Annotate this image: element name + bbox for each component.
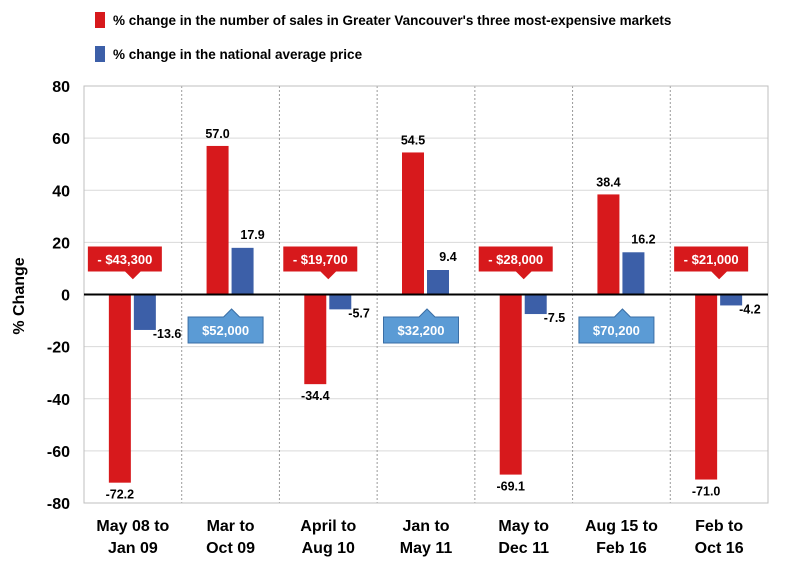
x-tick-label: Aug 15 to [585,518,658,535]
price-callout: - $21,000 [673,245,750,281]
bars [108,145,743,483]
bar-series-1 [304,294,327,385]
callout-label: - $28,000 [488,252,543,267]
y-tick-label: -60 [47,444,70,461]
bar-series-1 [108,294,131,483]
x-tick-label: Feb to [695,518,743,535]
legend-label-price: % change in the national average price [113,47,363,62]
callout-box [282,245,359,281]
y-tick-label: 40 [52,183,70,200]
callout-label: - $43,300 [97,252,152,267]
x-tick-label: Jan to [402,518,449,535]
y-tick-label: -40 [47,392,70,409]
callout-box [578,308,655,344]
x-tick-label: Aug 10 [302,540,355,557]
price-callout: $32,200 [383,308,459,344]
data-label-series-2: 9.4 [439,250,456,264]
callout-box [187,308,264,344]
callout-box [383,308,459,344]
legend: % change in the number of sales in Great… [95,12,671,62]
x-tick-label: Jan 09 [108,540,158,557]
bar-series-1 [206,145,229,295]
data-label-series-1: -34.4 [301,389,330,403]
data-label-series-1: 54.5 [401,133,425,147]
data-labels: -72.2 57.0 -34.4 54.5 -69.1 38.4 -71.0 -13.6 17.… [106,127,761,502]
y-tick-label: -20 [47,340,70,357]
callout-label: $32,200 [398,323,445,338]
x-tick-label: Dec 11 [498,540,549,557]
callout-box [477,245,554,281]
price-callout: $52,000 [187,308,264,344]
callout-label: $70,200 [593,323,640,338]
data-label-series-1: -69.1 [496,480,525,494]
bar-series-2 [720,294,743,306]
bar-series-2 [329,294,352,310]
data-label-series-1: -72.2 [106,488,135,502]
x-tick-label: Mar to [207,518,255,535]
y-axis-label: % Change [11,257,28,334]
data-label-series-1: 57.0 [205,127,229,141]
price-callout: - $43,300 [86,245,163,281]
bar-series-1 [402,152,424,295]
bar-series-1 [597,194,620,295]
price-callout: $70,200 [578,308,655,344]
data-label-series-2: 17.9 [240,228,264,242]
callout-box [673,245,750,281]
callout-label: - $19,700 [293,252,348,267]
data-label-series-2: -7.5 [544,311,566,325]
data-label-series-1: -71.0 [692,485,721,499]
callout-box [86,245,163,281]
data-label-series-2: 16.2 [631,232,655,246]
x-tick-label: May 11 [400,540,453,557]
x-tick-label: May to [498,518,549,535]
bar-series-2 [524,294,547,315]
annotations: - $43,300 $52,000 - $19,700 $32,200 - $28,00… [86,245,750,344]
y-tick-label: 60 [52,131,70,148]
data-label-series-2: -5.7 [348,306,370,320]
bar-series-2 [427,270,449,295]
y-tick-label: 0 [61,288,70,305]
bar-series-2 [133,294,156,330]
legend-swatch-sales [95,12,105,28]
x-tick-label: April to [300,518,356,535]
bar-series-1 [695,294,718,480]
bar-series-1 [499,294,522,475]
bar-series-2 [231,247,254,295]
price-callout: - $28,000 [477,245,554,281]
y-tick-label: 80 [52,79,70,96]
data-label-series-2: -4.2 [739,302,761,316]
data-label-series-1: 38.4 [596,175,620,189]
x-tick-label: Oct 09 [206,540,255,557]
x-tick-label: Oct 16 [695,540,744,557]
y-tick-label: 20 [52,235,70,252]
axes: 80 60 40 20 0 -20 -40 -60 -80 May 08 to Jan 09 Mar … [47,79,768,557]
callout-label: $52,000 [202,323,249,338]
legend-label-sales: % change in the number of sales in Great… [113,13,671,28]
data-label-series-2: -13.6 [153,327,182,341]
bar-series-2 [622,252,645,295]
price-callout: - $19,700 [282,245,359,281]
x-tick-label: May 08 to [96,518,169,535]
x-tick-label: Feb 16 [596,540,647,557]
callout-label: - $21,000 [684,252,739,267]
legend-swatch-price [95,46,105,62]
y-tick-label: -80 [47,496,70,513]
